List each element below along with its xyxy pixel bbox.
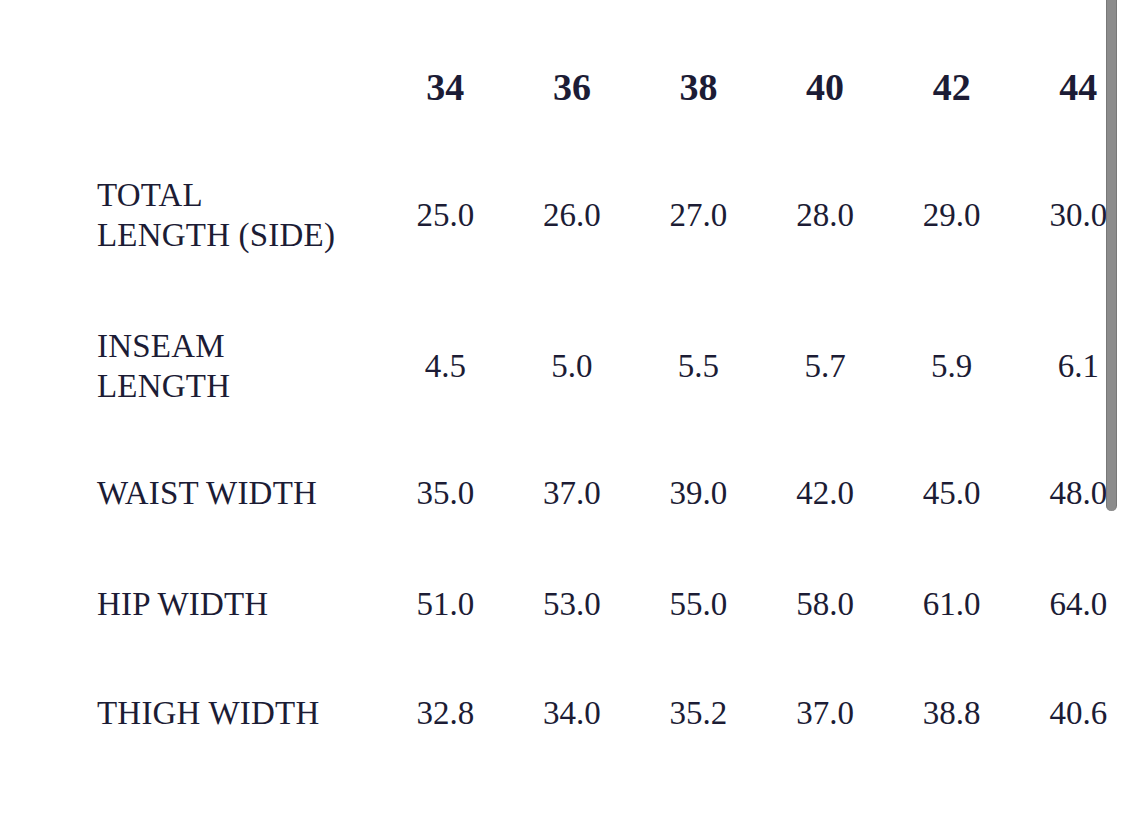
table-row: WAIST WIDTH35.037.039.042.045.048.0 bbox=[0, 473, 1125, 513]
row-label-line: LENGTH (SIDE) bbox=[97, 215, 382, 255]
measurement-value: 27.0 bbox=[635, 197, 762, 234]
row-label: THIGH WIDTH bbox=[97, 693, 382, 733]
measurement-value: 61.0 bbox=[888, 586, 1015, 623]
row-label-line: TOTAL bbox=[97, 175, 382, 215]
measurement-value: 51.0 bbox=[382, 586, 509, 623]
measurement-value: 35.2 bbox=[635, 695, 762, 732]
row-label: INSEAMLENGTH bbox=[97, 326, 382, 406]
measurement-value: 45.0 bbox=[888, 475, 1015, 512]
measurement-value: 26.0 bbox=[509, 197, 636, 234]
measurement-value: 34.0 bbox=[509, 695, 636, 732]
size-column-header: 34 bbox=[382, 65, 509, 109]
size-column-header: 36 bbox=[509, 65, 636, 109]
measurement-value: 39.0 bbox=[635, 475, 762, 512]
measurement-value: 42.0 bbox=[762, 475, 889, 512]
table-row: THIGH WIDTH32.834.035.237.038.840.6 bbox=[0, 693, 1125, 733]
measurement-value: 29.0 bbox=[888, 197, 1015, 234]
measurement-value: 38.8 bbox=[888, 695, 1015, 732]
measurement-value: 5.7 bbox=[762, 348, 889, 385]
measurement-value: 5.9 bbox=[888, 348, 1015, 385]
row-label-line: LENGTH bbox=[97, 366, 382, 406]
size-header-row: 343638404244 bbox=[0, 65, 1125, 109]
vertical-scrollbar-thumb[interactable] bbox=[1106, 0, 1117, 511]
size-column-header: 38 bbox=[635, 65, 762, 109]
row-label-line: THIGH WIDTH bbox=[97, 693, 382, 733]
row-label-line: WAIST WIDTH bbox=[97, 473, 382, 513]
table-row: TOTALLENGTH (SIDE)25.026.027.028.029.030… bbox=[0, 175, 1125, 255]
measurement-value: 4.5 bbox=[382, 348, 509, 385]
size-column-header: 40 bbox=[762, 65, 889, 109]
table-row: INSEAMLENGTH4.55.05.55.75.96.1 bbox=[0, 326, 1125, 406]
measurement-value: 40.6 bbox=[1015, 695, 1125, 732]
row-label-line: INSEAM bbox=[97, 326, 382, 366]
row-label: WAIST WIDTH bbox=[97, 473, 382, 513]
size-chart-panel: 343638404244 TOTALLENGTH (SIDE)25.026.027… bbox=[0, 0, 1125, 822]
row-label: HIP WIDTH bbox=[97, 584, 382, 624]
measurement-value: 25.0 bbox=[382, 197, 509, 234]
table-row: HIP WIDTH51.053.055.058.061.064.0 bbox=[0, 584, 1125, 624]
measurement-value: 35.0 bbox=[382, 475, 509, 512]
measurement-value: 64.0 bbox=[1015, 586, 1125, 623]
measurement-value: 58.0 bbox=[762, 586, 889, 623]
size-column-header: 42 bbox=[888, 65, 1015, 109]
measurement-value: 32.8 bbox=[382, 695, 509, 732]
measurement-value: 5.0 bbox=[509, 348, 636, 385]
row-label: TOTALLENGTH (SIDE) bbox=[97, 175, 382, 255]
measurement-value: 37.0 bbox=[509, 475, 636, 512]
row-label-line: HIP WIDTH bbox=[97, 584, 382, 624]
measurement-value: 55.0 bbox=[635, 586, 762, 623]
measurement-value: 28.0 bbox=[762, 197, 889, 234]
measurement-value: 5.5 bbox=[635, 348, 762, 385]
measurement-value: 37.0 bbox=[762, 695, 889, 732]
measurement-value: 53.0 bbox=[509, 586, 636, 623]
